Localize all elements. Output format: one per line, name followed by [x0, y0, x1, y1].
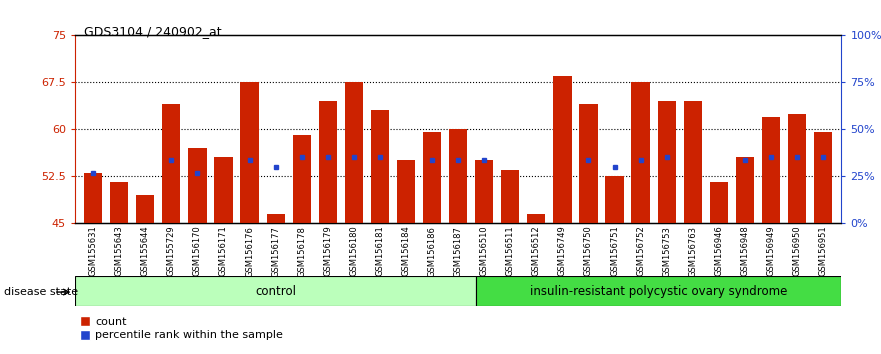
Text: GSM156180: GSM156180: [350, 226, 359, 276]
Bar: [162, 104, 181, 223]
Bar: [788, 114, 806, 223]
Bar: [736, 157, 754, 223]
Bar: [319, 101, 337, 223]
Bar: [476, 276, 841, 306]
Text: GSM156948: GSM156948: [740, 226, 750, 276]
Text: GSM156749: GSM156749: [558, 226, 566, 276]
Bar: [657, 101, 676, 223]
Bar: [371, 110, 389, 223]
Text: insulin-resistant polycystic ovary syndrome: insulin-resistant polycystic ovary syndr…: [530, 285, 788, 298]
Text: GSM156186: GSM156186: [427, 226, 437, 276]
Bar: [501, 170, 520, 223]
Text: GSM156751: GSM156751: [610, 226, 619, 276]
Text: GSM156510: GSM156510: [479, 226, 489, 276]
Text: GSM156184: GSM156184: [402, 226, 411, 276]
Bar: [580, 104, 597, 223]
Bar: [84, 173, 102, 223]
Text: GSM155631: GSM155631: [89, 226, 98, 276]
Bar: [75, 276, 476, 306]
Bar: [475, 160, 493, 223]
Bar: [527, 214, 545, 223]
Text: GDS3104 / 240902_at: GDS3104 / 240902_at: [84, 25, 221, 38]
Text: disease state: disease state: [4, 287, 78, 297]
Text: GSM156763: GSM156763: [688, 226, 697, 277]
Text: GSM156949: GSM156949: [766, 226, 775, 276]
Bar: [449, 129, 467, 223]
Text: GSM156946: GSM156946: [714, 226, 723, 276]
Text: GSM156176: GSM156176: [245, 226, 254, 276]
Text: GSM155643: GSM155643: [115, 226, 123, 276]
Text: GSM156950: GSM156950: [793, 226, 802, 276]
Text: GSM156750: GSM156750: [584, 226, 593, 276]
Text: GSM156753: GSM156753: [663, 226, 671, 276]
Bar: [710, 182, 728, 223]
Bar: [110, 182, 129, 223]
Bar: [814, 132, 833, 223]
Bar: [137, 195, 154, 223]
Bar: [423, 132, 441, 223]
Bar: [267, 214, 285, 223]
Bar: [214, 157, 233, 223]
Bar: [344, 82, 363, 223]
Bar: [241, 82, 259, 223]
Text: GSM156951: GSM156951: [818, 226, 827, 276]
Text: GSM156171: GSM156171: [219, 226, 228, 276]
Bar: [605, 176, 624, 223]
Text: control: control: [255, 285, 296, 298]
Bar: [684, 101, 702, 223]
Bar: [762, 117, 780, 223]
Text: GSM156512: GSM156512: [532, 226, 541, 276]
Bar: [553, 76, 572, 223]
Text: GSM155729: GSM155729: [167, 226, 176, 276]
Bar: [292, 136, 311, 223]
Text: GSM156752: GSM156752: [636, 226, 645, 276]
Text: GSM156178: GSM156178: [297, 226, 307, 276]
Bar: [396, 160, 415, 223]
Text: GSM156179: GSM156179: [323, 226, 332, 276]
Text: GSM156181: GSM156181: [375, 226, 384, 276]
Bar: [632, 82, 650, 223]
Text: GSM156170: GSM156170: [193, 226, 202, 276]
Text: GSM156511: GSM156511: [506, 226, 515, 276]
Bar: [189, 148, 206, 223]
Text: GSM156187: GSM156187: [454, 226, 463, 276]
Legend: count, percentile rank within the sample: count, percentile rank within the sample: [80, 317, 283, 341]
Text: GSM156177: GSM156177: [271, 226, 280, 276]
Text: GSM155644: GSM155644: [141, 226, 150, 276]
